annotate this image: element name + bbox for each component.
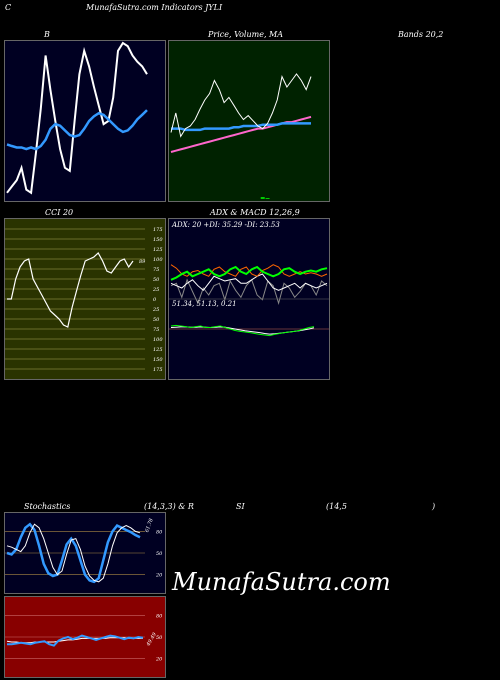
- cci-tick-label: 175: [153, 367, 163, 373]
- stoch-panel: 80 50 20 61.78: [4, 512, 166, 594]
- cci-tick-label: 175: [153, 227, 163, 233]
- rsi-tick-label: 50: [156, 635, 163, 641]
- cci-tick-label: 125: [153, 247, 163, 253]
- cci-panel: 175 150 125 100 75 50 25 0 25 50 75 100 125 150 175 89: [4, 218, 166, 380]
- bollinger-label: B: [44, 30, 50, 39]
- cci-tick-label: 150: [153, 237, 163, 243]
- stoch-k-line: [6, 522, 141, 584]
- stoch-chart: 80 50 20 61.78: [5, 518, 163, 584]
- cci-tick-label: 0: [153, 297, 157, 303]
- macd-signal-line: [170, 326, 315, 335]
- cci-label: CCI 20: [45, 208, 74, 217]
- stoch-tick-label: 80: [156, 529, 163, 535]
- cci-tick-label: 125: [153, 347, 163, 353]
- rsi-close-paren: ): [432, 502, 436, 511]
- adx-values: ADX: 20 +DI: 35.29 -DI: 23.53: [172, 221, 280, 229]
- adx-line: [170, 273, 328, 292]
- bollinger-panel: [4, 40, 166, 202]
- stoch-label: Stochastics: [24, 502, 71, 511]
- cci-tick-label: 50: [153, 317, 160, 323]
- rsi-line: [7, 634, 144, 647]
- stoch-d-line: [6, 523, 141, 583]
- rsi-label: SI: [236, 502, 245, 511]
- cci-tick-label: 25: [152, 307, 159, 313]
- rsi-tick-label: 20: [155, 657, 163, 663]
- bollinger-chart: [6, 41, 148, 195]
- price-ma-short: [171, 122, 311, 132]
- price-ma-long: [170, 115, 312, 153]
- cci-tick-label: 75: [153, 267, 159, 273]
- stoch-tick-label: 20: [155, 573, 163, 579]
- cci-tick-label: 100: [153, 257, 163, 263]
- volume-bar: [260, 197, 265, 199]
- macd-values: 51.34, 51.13, 0.21: [172, 300, 237, 308]
- stoch-tick-label: 50: [156, 551, 163, 557]
- header-letter: C: [5, 3, 12, 12]
- price-label: Price, Volume, MA: [208, 30, 284, 39]
- bollinger-middle-band: [6, 109, 148, 151]
- watermark: MunafaSutra.com: [172, 568, 391, 596]
- bands-label: Bands 20,2: [398, 30, 444, 39]
- cci-chart: 175 150 125 100 75 50 25 0 25 50 75 100 125 150 175 89: [5, 227, 163, 373]
- cci-current-label: 89: [139, 259, 146, 265]
- cci-tick-label: 100: [153, 337, 163, 343]
- stoch-current-label: 61.78: [144, 518, 155, 534]
- volume-bar: [265, 198, 270, 199]
- adx-plus-di: [170, 265, 328, 281]
- price-chart: [170, 73, 312, 199]
- bollinger-price-line: [6, 41, 148, 195]
- adx-label: ADX & MACD 12,26,9: [210, 208, 300, 217]
- page-title: MunafaSutra.com Indicators JYLI: [86, 3, 223, 12]
- adx-range-line: [170, 278, 328, 305]
- rsi-panel: 80 50 20 49.49: [4, 596, 166, 678]
- cci-tick-label: 25: [152, 287, 159, 293]
- cci-tick-label: 50: [153, 277, 160, 283]
- rsi-params: (14,5: [326, 502, 347, 511]
- rsi-tick-label: 80: [156, 613, 163, 619]
- cci-tick-label: 75: [153, 327, 159, 333]
- stoch-params: (14,3,3) & R: [144, 502, 194, 511]
- price-line: [170, 73, 312, 138]
- adx-panel: ADX: 20 +DI: 35.29 -DI: 23.53 51.34, 51.…: [168, 218, 330, 380]
- adx-chart: [169, 264, 329, 337]
- cci-tick-label: 150: [153, 357, 163, 363]
- price-panel: [168, 40, 330, 202]
- macd-line: [170, 324, 315, 337]
- cci-line: [7, 252, 134, 328]
